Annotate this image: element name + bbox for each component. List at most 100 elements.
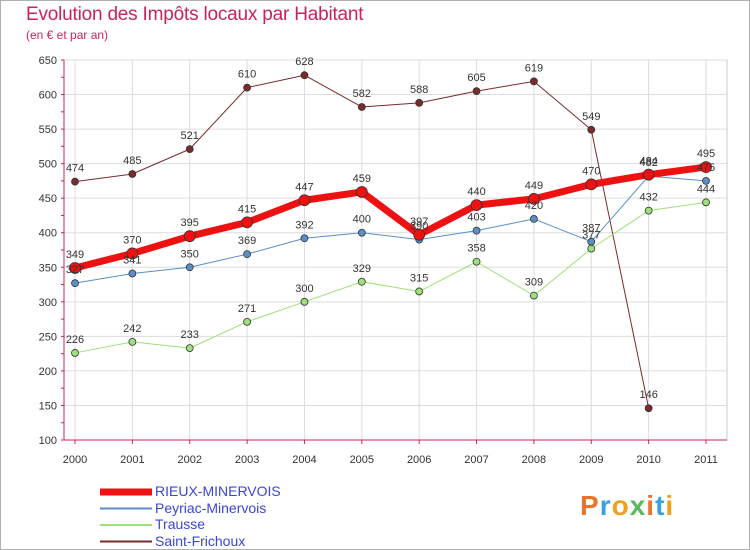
data-point	[644, 404, 653, 413]
y-tick-label: 150	[39, 400, 57, 412]
y-tick-label: 300	[39, 297, 57, 309]
data-point	[357, 228, 366, 237]
data-point	[587, 244, 596, 253]
data-label: 392	[295, 219, 313, 231]
grid-lines	[63, 59, 728, 441]
brand-letter: i	[665, 490, 675, 521]
y-tick-label: 500	[39, 159, 57, 171]
y-tick-label: 200	[39, 366, 57, 378]
data-label: 420	[525, 200, 543, 212]
data-label: 146	[639, 389, 657, 401]
y-tick-label: 250	[39, 331, 57, 343]
data-point	[472, 226, 481, 235]
x-tick-label: 2003	[235, 454, 259, 466]
data-label: 329	[353, 263, 371, 275]
data-point	[243, 317, 251, 326]
data-label: 444	[697, 183, 715, 195]
data-label: 400	[353, 214, 371, 226]
x-tick-label: 2006	[407, 454, 431, 466]
brand-letter: o	[611, 490, 630, 521]
data-label: 350	[181, 248, 199, 260]
data-label: 582	[353, 88, 371, 100]
data-point	[128, 337, 137, 346]
data-label: 484	[639, 156, 657, 168]
brand-letter: x	[629, 490, 647, 521]
data-label: 349	[66, 249, 84, 261]
data-point	[585, 178, 598, 191]
brand-letter: r	[599, 490, 612, 521]
data-point	[355, 186, 368, 198]
legend-label: Trausse	[155, 516, 206, 532]
data-point	[300, 71, 309, 80]
data-point	[472, 87, 481, 95]
data-point	[530, 291, 538, 300]
y-tick-label: 450	[39, 193, 57, 205]
data-point	[357, 277, 366, 286]
brand-letter: t	[655, 490, 666, 521]
y-tick-label: 550	[39, 124, 57, 136]
data-label: 226	[66, 334, 84, 346]
data-point	[642, 168, 655, 181]
y-tick-label: 650	[39, 55, 57, 67]
data-label: 474	[66, 163, 84, 175]
data-label: 369	[238, 235, 256, 247]
data-point	[530, 77, 538, 86]
data-point	[528, 192, 540, 205]
data-label: 377	[582, 230, 600, 242]
data-label: 459	[353, 173, 371, 185]
y-tick-label: 600	[39, 90, 57, 102]
y-tick-label: 400	[39, 228, 57, 240]
data-label: 390	[410, 221, 428, 233]
data-label: 440	[467, 186, 485, 198]
proxiti-logo: Proxiti	[580, 490, 674, 522]
data-point	[644, 206, 653, 215]
data-point	[530, 215, 538, 223]
x-tick-label: 2010	[636, 454, 660, 466]
data-label: 482	[639, 157, 657, 169]
data-point	[69, 262, 81, 274]
x-tick-label: 2007	[464, 454, 488, 466]
x-tick-label: 2005	[350, 454, 374, 466]
data-point	[71, 279, 79, 288]
legend	[100, 488, 152, 543]
data-label: 432	[639, 192, 657, 204]
data-point	[587, 237, 596, 246]
data-label: 628	[295, 56, 313, 68]
data-label: 315	[410, 272, 428, 284]
data-label: 370	[123, 234, 141, 246]
data-point	[415, 98, 424, 107]
data-point	[185, 344, 194, 353]
data-label: 397	[410, 216, 428, 228]
data-point	[702, 177, 710, 185]
x-tick-label: 2002	[177, 454, 201, 466]
data-label: 495	[697, 148, 715, 160]
data-label: 309	[525, 277, 543, 289]
data-point	[298, 194, 311, 207]
data-label: 619	[525, 62, 543, 74]
x-tick-label: 2000	[63, 454, 87, 466]
axes: 100 150 200 250 300 350 400 450 500 550 600 650 2000…	[39, 55, 727, 466]
data-point	[702, 198, 710, 207]
legend-label: Peyriac-Minervois	[155, 499, 267, 516]
data-labels-group: 474 485 521 610 628 582 588 605 619 549 146 226 242 2…	[66, 56, 715, 401]
data-point	[700, 161, 712, 173]
data-label: 470	[582, 165, 600, 177]
data-point	[183, 230, 196, 243]
data-point	[243, 83, 251, 92]
data-label: 610	[238, 69, 256, 81]
data-point	[241, 216, 253, 229]
data-label: 358	[467, 243, 485, 255]
chart-title: Evolution des Impôts locaux par Habitant	[26, 4, 364, 25]
data-point	[300, 297, 309, 306]
data-point	[415, 287, 424, 296]
data-label: 485	[123, 155, 141, 167]
data-point	[126, 247, 139, 260]
data-point	[71, 349, 79, 357]
data-point	[185, 263, 194, 272]
data-label: 449	[525, 180, 543, 192]
y-tick-label: 350	[39, 262, 57, 274]
data-point	[357, 103, 366, 111]
brand-letter: P	[580, 490, 600, 521]
data-point	[185, 145, 194, 154]
